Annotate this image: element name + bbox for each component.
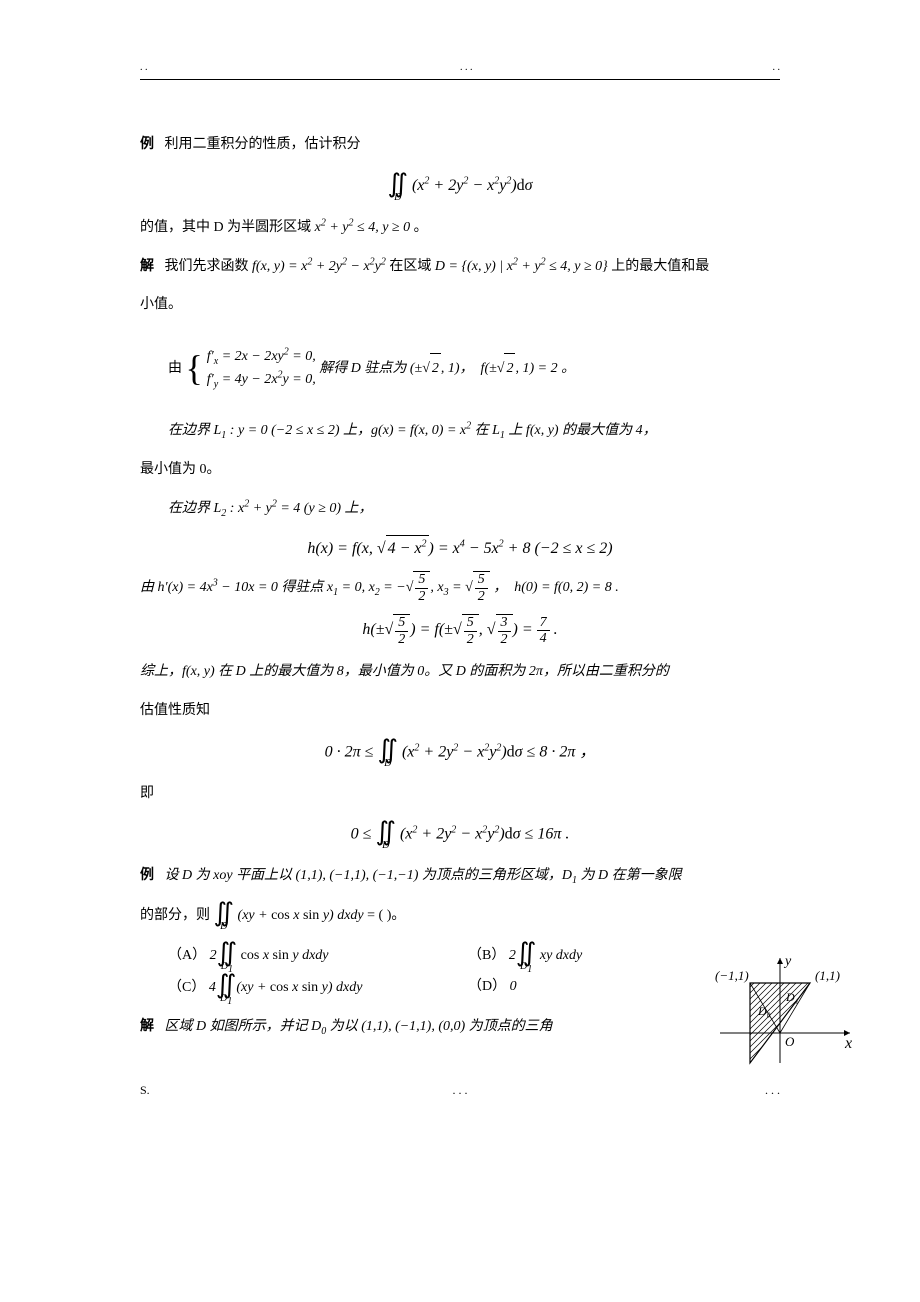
example2-setup2: 的部分，则 ∬ D (xy + cos x sin y) dxdy = ( )。	[140, 900, 780, 932]
header-dots-mid: . . .	[460, 62, 473, 73]
triangle-diagram: (−1,1) (1,1) y x O D₁ D₀	[700, 953, 860, 1073]
example-label: 例	[140, 137, 154, 152]
integral-expr: (x2 + 2y2 − x2y2)dσ	[412, 177, 533, 194]
prompt-text: 利用二重积分的性质，估计积分	[165, 137, 361, 152]
partial-derivatives: 由 { f′x = 2x − 2xy2 = 0, f′y = 4y − 2x2y…	[140, 329, 780, 408]
diagram-svg: (−1,1) (1,1) y x O D₁ D₀	[700, 953, 860, 1073]
label-neg11: (−1,1)	[715, 968, 749, 983]
bound-inequality: 0 · 2π ≤ ∬ D (x2 + 2y2 − x2y2)dσ ≤ 8 · 2…	[140, 737, 780, 769]
footer-left: S.	[140, 1083, 150, 1098]
example1-integral: ∬ D (x2 + 2y2 − x2y2)dσ	[140, 171, 780, 203]
option-a: （A） 2∬D1 cos x sin y dxdy	[168, 940, 468, 972]
final-inequality: 0 ≤ ∬ D (x2 + 2y2 − x2y2)dσ ≤ 16π .	[140, 819, 780, 851]
footer-right: . . .	[765, 1083, 780, 1098]
header-dots-left: . .	[140, 62, 148, 73]
conclusion2: 估值性质知	[140, 696, 780, 727]
example1-prompt: 例 利用二重积分的性质，估计积分	[140, 130, 780, 161]
option-b: （B） 2∬D1 xy dxdy	[468, 940, 648, 972]
label-x: x	[844, 1035, 852, 1052]
solution-label: 解	[140, 259, 154, 274]
label-11: (1,1)	[815, 968, 840, 983]
h-value: h(±√52) = f(±√52, √32) = 74 .	[140, 614, 780, 647]
example2-setup1: 例 设 D 为 xoy 平面上以 (1,1), (−1,1), (−1,−1) …	[140, 861, 780, 892]
boundary-L1: 在边界 L1 : y = 0 (−2 ≤ x ≤ 2) 上，g(x) = f(x…	[140, 416, 780, 447]
label-y: y	[783, 954, 792, 969]
footer-mid: . . .	[453, 1083, 468, 1098]
example1-solution-line2: 小值。	[140, 290, 780, 321]
boundary-L1-min: 最小值为 0。	[140, 455, 780, 486]
example1-solution-line1: 解 我们先求函数 f(x, y) = x2 + 2y2 − x2y2 在区域 D…	[140, 252, 780, 283]
h-derivative: 由 h′(x) = 4x3 − 10x = 0 得驻点 x1 = 0, x2 =…	[140, 571, 780, 604]
h-expression: h(x) = f(x, √4 − x2) = x4 − 5x2 + 8 (−2 …	[140, 535, 780, 562]
example1-domain: 的值，其中 D 为半圆形区域 x2 + y2 ≤ 4, y ≥ 0 。	[140, 213, 780, 244]
example2-label: 例	[140, 868, 154, 883]
label-O: O	[785, 1034, 795, 1049]
option-c: （C） 4∬D1(xy + cos x sin y) dxdy	[168, 972, 468, 1004]
options-block: （A） 2∬D1 cos x sin y dxdy （C） 4∬D1(xy + …	[168, 940, 780, 1004]
conclusion1: 综上，f(x, y) 在 D 上的最大值为 8，最小值为 0。又 D 的面积为 …	[140, 657, 780, 688]
ie-label: 即	[140, 779, 780, 810]
example2-solution: 解 区域 D 如图所示，并记 D0 为以 (1,1), (−1,1), (0,0…	[140, 1012, 780, 1043]
boundary-L2: 在边界 L2 : x2 + y2 = 4 (y ≥ 0) 上，	[140, 494, 780, 525]
option-d: （D） 0	[468, 972, 648, 1003]
header-dots-right: . .	[773, 62, 781, 73]
label-D0: D₀	[757, 1004, 771, 1018]
page-header-line: . . . . . . .	[140, 60, 780, 80]
page-footer: S. . . . . . .	[140, 1083, 780, 1103]
label-D1: D₁	[785, 990, 799, 1004]
example2-sol-label: 解	[140, 1019, 154, 1034]
